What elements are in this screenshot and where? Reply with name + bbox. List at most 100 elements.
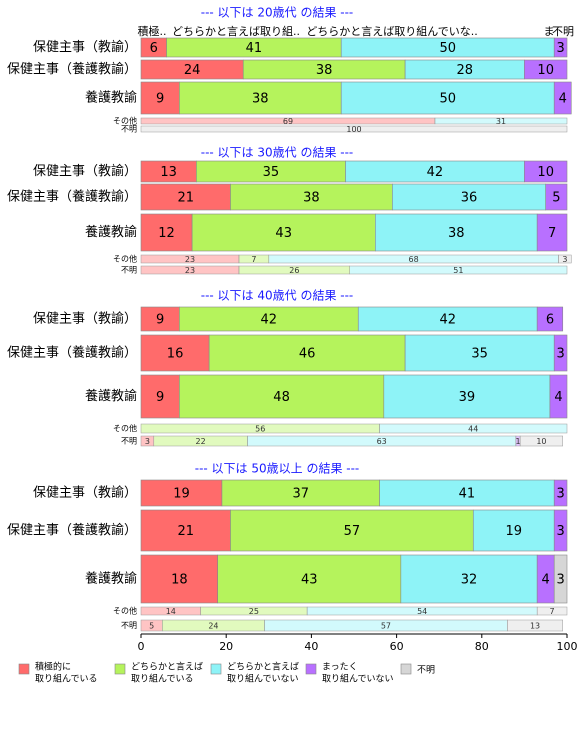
data-label: 4 — [542, 573, 550, 588]
small-data-label: 100 — [346, 125, 361, 134]
category-label: その他 — [113, 606, 137, 616]
legend-label: どちらかと言えば — [227, 661, 299, 673]
bar-segment — [179, 306, 359, 332]
legend-label: 取り組んでいない — [227, 673, 299, 685]
small-data-label: 24 — [208, 622, 218, 631]
data-label: 3 — [556, 573, 564, 588]
small-data-label: 56 — [255, 425, 265, 434]
data-label: 6 — [150, 41, 158, 56]
data-label: 42 — [439, 313, 456, 328]
bar-segment — [553, 37, 568, 58]
top-header-label: ま — [544, 25, 555, 38]
category-label: 養護教諭 — [85, 388, 137, 404]
bar-segment — [357, 306, 538, 332]
legend-swatch — [400, 663, 412, 675]
small-data-label: 31 — [496, 117, 506, 126]
data-label: 9 — [156, 313, 164, 328]
data-label: 10 — [537, 63, 554, 78]
bar-segment — [536, 306, 564, 332]
data-label: 3 — [556, 524, 564, 539]
category-label: その他 — [113, 254, 137, 264]
data-label: 3 — [556, 41, 564, 56]
data-label: 3 — [556, 487, 564, 502]
bar-segment — [191, 213, 376, 252]
legend-swatch — [18, 663, 30, 675]
bar-segment — [524, 59, 568, 80]
top-header-label: どちらかと言えば取り組んでいな.. — [306, 25, 477, 38]
x-tick-label: 100 — [557, 640, 578, 653]
data-label: 37 — [292, 487, 309, 502]
small-bar-segment — [379, 423, 568, 434]
small-data-label: 51 — [453, 266, 463, 275]
data-label: 32 — [461, 573, 478, 588]
legend-label: 取り組んでいない — [322, 673, 394, 685]
category-label: 不明 — [121, 621, 137, 630]
bar-segment — [553, 334, 568, 372]
panel-title: --- 以下は 40歳代 の結果 --- — [201, 289, 354, 303]
category-label: 保健主事（養護教諭） — [7, 61, 137, 77]
small-data-label: 3 — [145, 437, 150, 446]
legend-swatch — [210, 663, 222, 675]
small-data-label: 13 — [530, 622, 540, 631]
small-data-label: 23 — [185, 255, 195, 264]
bar-segment — [140, 374, 180, 419]
x-tick-label: 60 — [390, 640, 404, 653]
bar-segment — [536, 213, 568, 252]
x-tick-label: 40 — [304, 640, 318, 653]
category-label: 保健主事（養護教諭） — [7, 345, 137, 361]
category-label: 養護教諭 — [85, 571, 137, 587]
bar-segment — [208, 334, 406, 372]
top-header-label: 不明 — [552, 25, 574, 38]
bar-segment — [140, 509, 231, 552]
category-label: 不明 — [121, 125, 137, 134]
data-label: 36 — [461, 191, 478, 206]
data-label: 50 — [439, 92, 456, 107]
bar-segment — [545, 183, 568, 211]
data-label: 6 — [546, 313, 554, 328]
data-label: 9 — [156, 390, 164, 405]
category-label: 保健主事（教諭） — [33, 311, 137, 327]
bar-segment — [400, 554, 538, 604]
bar-segment — [549, 374, 568, 419]
data-label: 4 — [559, 92, 567, 107]
data-label: 43 — [301, 573, 318, 588]
panel-title: --- 以下は 30歳代 の結果 --- — [201, 146, 354, 160]
small-data-label: 26 — [289, 266, 299, 275]
panel-title: --- 以下は 50歳以上 の結果 --- — [195, 462, 360, 476]
bar-segment — [140, 81, 180, 115]
data-label: 46 — [299, 347, 316, 362]
x-tick-label: 20 — [219, 640, 233, 653]
bar-segment — [179, 81, 342, 115]
bar-segment — [472, 509, 555, 552]
bar-segment — [383, 374, 551, 419]
small-data-label: 57 — [381, 622, 391, 631]
small-bar-segment — [349, 265, 568, 275]
data-label: 7 — [548, 226, 556, 241]
small-data-label: 7 — [251, 255, 256, 264]
data-label: 21 — [177, 191, 194, 206]
data-label: 21 — [177, 524, 194, 539]
small-data-label: 63 — [377, 437, 387, 446]
bar-segment — [374, 213, 538, 252]
data-label: 4 — [554, 390, 562, 405]
bar-segment — [140, 479, 223, 507]
category-label: 不明 — [121, 266, 137, 275]
small-bar-segment — [434, 117, 568, 125]
category-label: 保健主事（教諭） — [33, 39, 137, 55]
small-bar-segment — [507, 619, 563, 632]
data-label: 50 — [439, 41, 456, 56]
data-label: 16 — [167, 347, 184, 362]
small-data-label: 25 — [249, 607, 259, 616]
small-data-label: 5 — [149, 622, 154, 631]
bar-segment — [404, 334, 555, 372]
data-label: 28 — [456, 63, 473, 78]
small-data-label: 69 — [283, 117, 293, 126]
category-label: 保健主事（養護教諭） — [7, 189, 137, 205]
data-label: 24 — [184, 63, 201, 78]
data-label: 13 — [160, 165, 177, 180]
legend-label: 取り組んでいる — [35, 673, 98, 685]
data-label: 38 — [448, 226, 465, 241]
small-data-label: 10 — [536, 437, 546, 446]
category-label: 不明 — [121, 437, 137, 446]
category-label: 保健主事（教諭） — [33, 163, 137, 179]
